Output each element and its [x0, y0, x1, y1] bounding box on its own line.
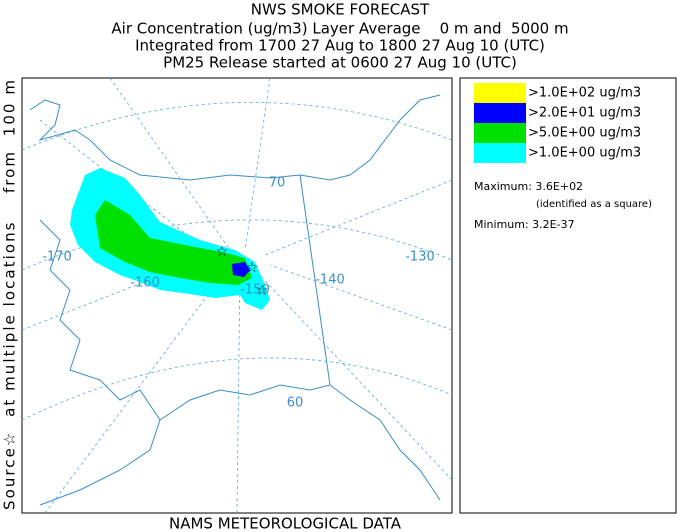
legend-swatch [474, 83, 526, 103]
smoke-contour [232, 262, 250, 277]
minimum: Minimum: 3.2E-37 [474, 218, 575, 231]
legend-label: >2.0E+01 ug/m3 [528, 106, 641, 121]
grid-line [21, 77, 453, 514]
map-label: -160 [130, 276, 160, 291]
subtitle: Integrated from 1700 27 Aug to 1800 27 A… [135, 37, 545, 55]
map-label: 60 [287, 396, 304, 411]
smoke-contour [95, 200, 252, 285]
grid-line [21, 219, 453, 271]
source-marker: ☆ [256, 283, 269, 299]
legend-swatch [474, 103, 526, 123]
source-marker: ☆ [246, 260, 259, 276]
legend-label: >1.0E+02 ug/m3 [528, 86, 641, 101]
coastline [39, 219, 331, 506]
footer: NAMS METEOROLOGICAL DATA [169, 515, 402, 532]
map-label: -150 [240, 283, 270, 298]
subtitle: Air Concentration (ug/m3) Layer Average … [111, 20, 568, 38]
legend-label: >5.0E+00 ug/m3 [528, 126, 641, 141]
legend-swatch [474, 143, 526, 163]
map-label: 70 [269, 176, 286, 191]
legend-swatch [474, 123, 526, 143]
map-label: -170 [42, 250, 72, 265]
side-label: Source☆ at multiple locations from 100 m [1, 80, 19, 510]
maximum-note: (identified as a square) [536, 199, 652, 210]
legend-label: >1.0E+00 ug/m3 [528, 146, 641, 161]
map-frame [21, 77, 453, 514]
source-marker: ☆ [216, 244, 229, 260]
grid-line [21, 357, 453, 421]
coastline [29, 94, 441, 181]
map-label: -130 [405, 250, 435, 265]
map: ☆ ☆ ☆ -170 -160 -150 -140 -130 70 60 [21, 77, 453, 514]
map-label: -140 [315, 273, 345, 288]
grid-line [21, 101, 453, 151]
maximum: Maximum: 3.6E+02 [474, 180, 583, 193]
title: NWS SMOKE FORECAST [251, 1, 430, 19]
subtitle: PM25 Release started at 0600 27 Aug 10 (… [163, 54, 517, 72]
